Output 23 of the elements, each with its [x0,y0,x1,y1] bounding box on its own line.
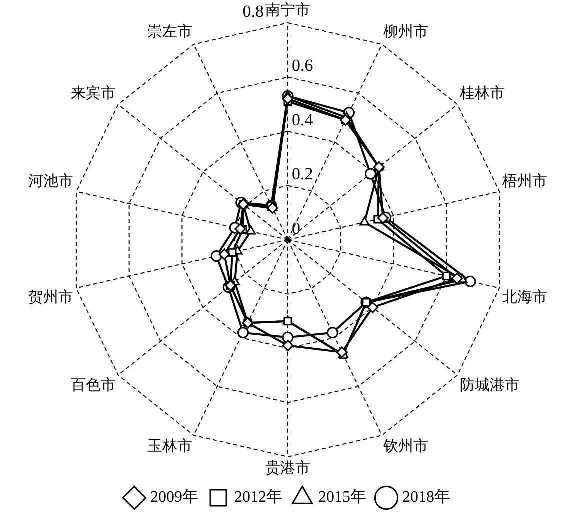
y-tick-label: 0 [292,218,300,238]
spoke-label: 梧州市 [501,172,548,190]
spoke-label: 百色市 [70,377,116,394]
spoke-label: 贺州市 [28,288,74,306]
spoke-label: 钦州市 [382,438,428,456]
spoke-label: 河池市 [28,172,74,190]
legend-label: 2012年 [234,489,282,506]
y-tick-label: 0.2 [292,164,314,184]
legend-label: 2009年 [150,489,198,506]
spoke-label: 桂林市 [459,84,506,102]
spoke-label: 玉林市 [148,438,193,456]
spoke-label: 防城港市 [460,377,520,394]
spoke-label: 崇左市 [148,24,193,41]
y-tick-label: 0.4 [292,110,314,130]
spoke-label: 来宾市 [70,84,116,102]
legend-label: 2015年 [318,489,366,506]
spoke-label: 柳州市 [383,24,428,41]
spoke-label: 北海市 [502,288,548,306]
spoke-label: 贵港市 [266,460,310,477]
spoke-label: 南宁市 [266,2,310,19]
legend-label: 2018年 [402,489,450,506]
y-tick-label: 0.6 [292,56,314,76]
y-tick-label: 0.8 [242,2,264,21]
